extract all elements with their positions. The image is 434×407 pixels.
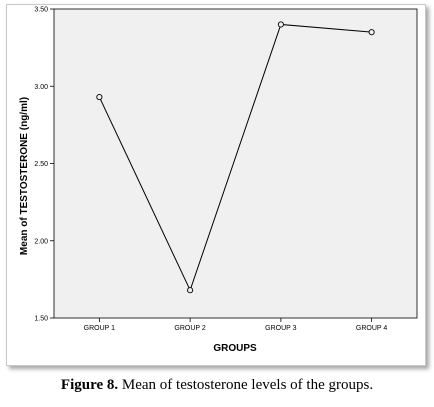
y-tick-label-2: 2.50: [34, 161, 48, 168]
caption-label: Figure 8.: [60, 377, 119, 393]
data-point-3: [368, 29, 375, 36]
x-tick-label-0: GROUP 1: [84, 325, 115, 332]
figure-caption: Figure 8. Mean of testosterone levels of…: [0, 377, 434, 394]
line-chart: 1.50 2.00 2.50 3.00 3.50 GROUP 1 GROUP 2 GROUP …: [19, 7, 418, 354]
data-point-1: [187, 287, 194, 294]
x-axis-title: GROUPS: [213, 343, 257, 354]
y-tick-label-4: 3.50: [34, 7, 48, 14]
y-tick-label-1: 2.00: [34, 238, 48, 245]
y-tick-label-0: 1.50: [34, 316, 48, 323]
y-axis-title: Mean of TESTOSTERONE (ng/ml): [19, 97, 30, 255]
x-tick-label-1: GROUP 2: [174, 325, 205, 332]
x-tick-label-3: GROUP 4: [356, 325, 387, 332]
series-line: [98, 23, 372, 292]
caption-text: Mean of testosterone levels of the group…: [118, 377, 374, 393]
y-tick-label-3: 3.00: [34, 84, 48, 91]
plot-area: [53, 8, 418, 319]
data-point-2: [277, 21, 284, 28]
data-point-0: [96, 94, 103, 101]
x-tick-label-2: GROUP 3: [265, 325, 296, 332]
